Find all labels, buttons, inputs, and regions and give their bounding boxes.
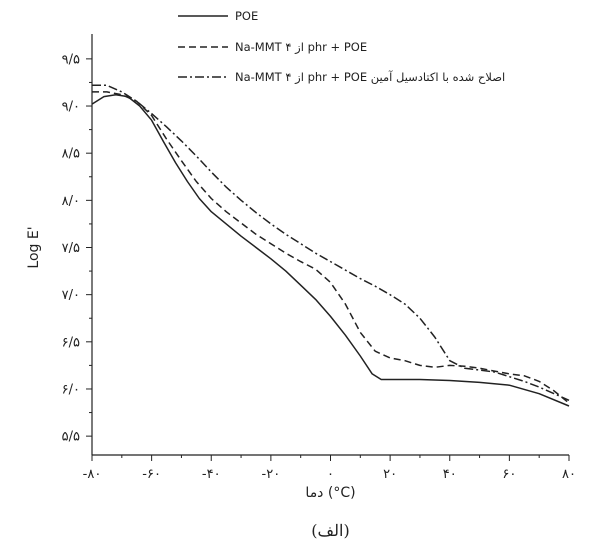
x-tick-label: -۲۰	[262, 467, 281, 482]
y-tick-label: ۷/۵	[62, 241, 80, 256]
y-axis-label: Log E'	[26, 226, 42, 268]
x-tick-label: ۴۰	[443, 467, 457, 482]
y-tick-label: ۸/۰	[62, 194, 80, 209]
x-tick-label: -۸۰	[83, 467, 102, 482]
y-tick-label: ۵/۵	[62, 430, 80, 445]
y-tick-label: ۶/۰	[62, 382, 80, 397]
y-tick-label: ۸/۵	[62, 147, 80, 162]
legend-label-3: Na-MMT از ۴ phr + POE اصلاح شده با اکتاد…	[235, 70, 505, 85]
series-layer	[91, 84, 570, 407]
figure-caption: (الف)	[311, 521, 349, 540]
series-line-2	[92, 91, 570, 404]
legend: POE Na-MMT از ۴ phr + POE Na-MMT از ۴ phr …	[178, 9, 505, 85]
y-tick-label: ۷/۰	[62, 288, 80, 303]
series-line-3	[92, 84, 570, 401]
x-tick-label: ۲۰	[383, 467, 397, 482]
x-tick-label: -۴۰	[202, 467, 221, 482]
x-tick-label: ۶۰	[502, 467, 516, 482]
legend-label-1: POE	[235, 9, 258, 23]
y-tick-label: ۹/۵	[62, 52, 80, 67]
series-line-1	[91, 93, 570, 407]
x-axis-label: دما (°C)	[305, 485, 355, 501]
legend-label-2: Na-MMT از ۴ phr + POE	[235, 40, 367, 55]
x-tick-label: ۸۰	[562, 467, 576, 482]
x-tick-label: ۰	[327, 467, 334, 482]
x-tick-label: -۶۰	[142, 467, 161, 482]
y-tick-label: ۶/۵	[62, 335, 80, 350]
axes: -۸۰ -۶۰ -۴۰ -۲۰ ۰ ۲۰ ۴۰ ۶۰ ۸۰ ۵/۵ ۶/۰ ۶/۵ ۷/۰ ۷/۵ ۸/۰ ۸…	[62, 34, 576, 482]
y-tick-label: ۹/۰	[62, 100, 80, 115]
